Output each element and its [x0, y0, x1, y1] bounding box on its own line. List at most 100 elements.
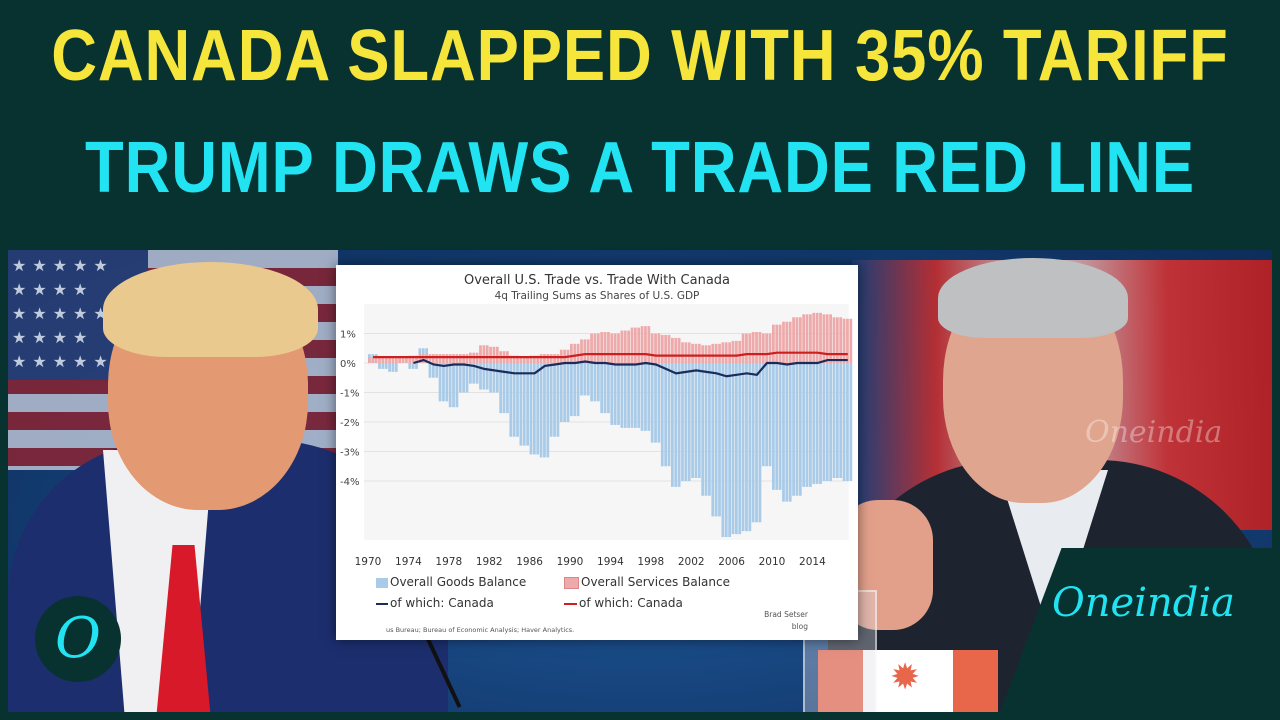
headline-line-2: TRUMP DRAWS A TRADE RED LINE	[85, 128, 1195, 208]
x-tick-label: 2002	[678, 556, 705, 568]
goods-bar	[435, 363, 439, 378]
services-bar	[516, 355, 519, 363]
x-tick-label: 1982	[476, 556, 503, 568]
services-bar	[543, 354, 546, 363]
goods-bar	[590, 363, 593, 402]
goods-bar	[637, 363, 641, 428]
goods-bar	[704, 363, 708, 496]
goods-bar	[633, 363, 637, 428]
services-bar	[384, 357, 388, 363]
goods-bar	[697, 363, 701, 479]
services-bar	[431, 354, 435, 363]
services-bar	[428, 354, 432, 363]
goods-bar	[714, 363, 718, 517]
goods-bar	[775, 363, 779, 490]
services-bar	[435, 354, 439, 363]
goods-bar	[711, 363, 715, 517]
goods-bar	[603, 363, 607, 414]
services-bar	[391, 357, 395, 363]
goods-bar	[529, 363, 533, 455]
goods-bar	[623, 363, 627, 428]
goods-bar	[462, 363, 466, 393]
services-bar	[842, 318, 846, 363]
services-bar	[812, 312, 816, 363]
services-bar	[570, 343, 573, 363]
goods-bar	[694, 363, 698, 479]
services-bar	[660, 334, 664, 363]
services-bar	[526, 357, 529, 363]
services-bar	[637, 327, 641, 363]
legend-label: Overall Services Balance	[581, 575, 730, 589]
x-tick-label: 1978	[435, 556, 462, 568]
goods-bar	[573, 363, 577, 417]
goods-bar	[475, 363, 479, 384]
goods-bar	[718, 363, 721, 517]
goods-bar	[408, 363, 412, 369]
goods-bar	[411, 363, 415, 369]
goods-bar	[738, 363, 742, 535]
goods-bar	[785, 363, 789, 502]
goods-bar	[465, 363, 469, 393]
services-bar	[586, 339, 590, 363]
services-bar	[596, 333, 600, 363]
goods-bar	[687, 363, 691, 481]
services-bar	[482, 345, 486, 363]
goods-bar	[586, 363, 590, 396]
goods-bar	[384, 363, 388, 369]
services-bar	[573, 343, 577, 363]
services-bar	[802, 314, 806, 363]
goods-bar	[566, 363, 570, 422]
services-bar	[539, 354, 543, 363]
services-bar	[738, 340, 742, 363]
goods-bar	[546, 363, 550, 458]
goods-bar	[825, 363, 829, 481]
services-bar	[620, 330, 624, 363]
goods-bar	[812, 363, 816, 484]
services-bar	[792, 317, 795, 363]
services-bar	[755, 332, 758, 363]
goods-bar	[644, 363, 647, 431]
goods-bar	[391, 363, 395, 372]
goods-bar	[445, 363, 449, 402]
services-bar	[795, 317, 799, 363]
services-bar	[489, 346, 492, 363]
chart-source: us Bureau; Bureau of Economic Analysis; …	[386, 626, 575, 634]
services-bar	[613, 333, 617, 363]
goods-bar	[532, 363, 536, 455]
services-bar	[485, 345, 489, 363]
services-bar	[495, 346, 499, 363]
x-tick-label: 2010	[759, 556, 786, 568]
goods-bar	[846, 363, 849, 481]
goods-bar	[549, 363, 553, 437]
goods-bar	[815, 363, 819, 484]
goods-bar	[768, 363, 772, 467]
logo-text: Oneindia	[1052, 580, 1236, 626]
services-bar	[465, 354, 469, 363]
goods-bar	[788, 363, 792, 502]
services-bar	[408, 355, 412, 363]
goods-bar	[600, 363, 604, 414]
goods-bar	[741, 363, 745, 532]
goods-bar	[802, 363, 806, 487]
goods-bar	[849, 363, 853, 481]
trump-hair	[103, 262, 318, 357]
services-bar	[667, 334, 671, 363]
legend-label: of which: Canada	[579, 596, 683, 610]
x-tick-label: 1970	[355, 556, 382, 568]
services-bar	[819, 312, 822, 363]
goods-bar	[724, 363, 728, 538]
goods-bar	[819, 363, 822, 484]
goods-bar	[428, 363, 432, 378]
goods-bar	[839, 363, 843, 479]
desk-canada-flag: ✹	[818, 650, 998, 712]
headline-line-1: CANADA SLAPPED WITH 35% TARIFF	[51, 16, 1229, 96]
services-bar	[832, 317, 836, 363]
services-bar	[734, 340, 738, 363]
goods-bar	[677, 363, 681, 487]
services-bar	[529, 355, 533, 363]
goods-bar	[829, 363, 832, 481]
goods-bar	[442, 363, 445, 402]
goods-bar	[708, 363, 711, 496]
services-bar	[835, 317, 839, 363]
goods-bar	[660, 363, 664, 467]
